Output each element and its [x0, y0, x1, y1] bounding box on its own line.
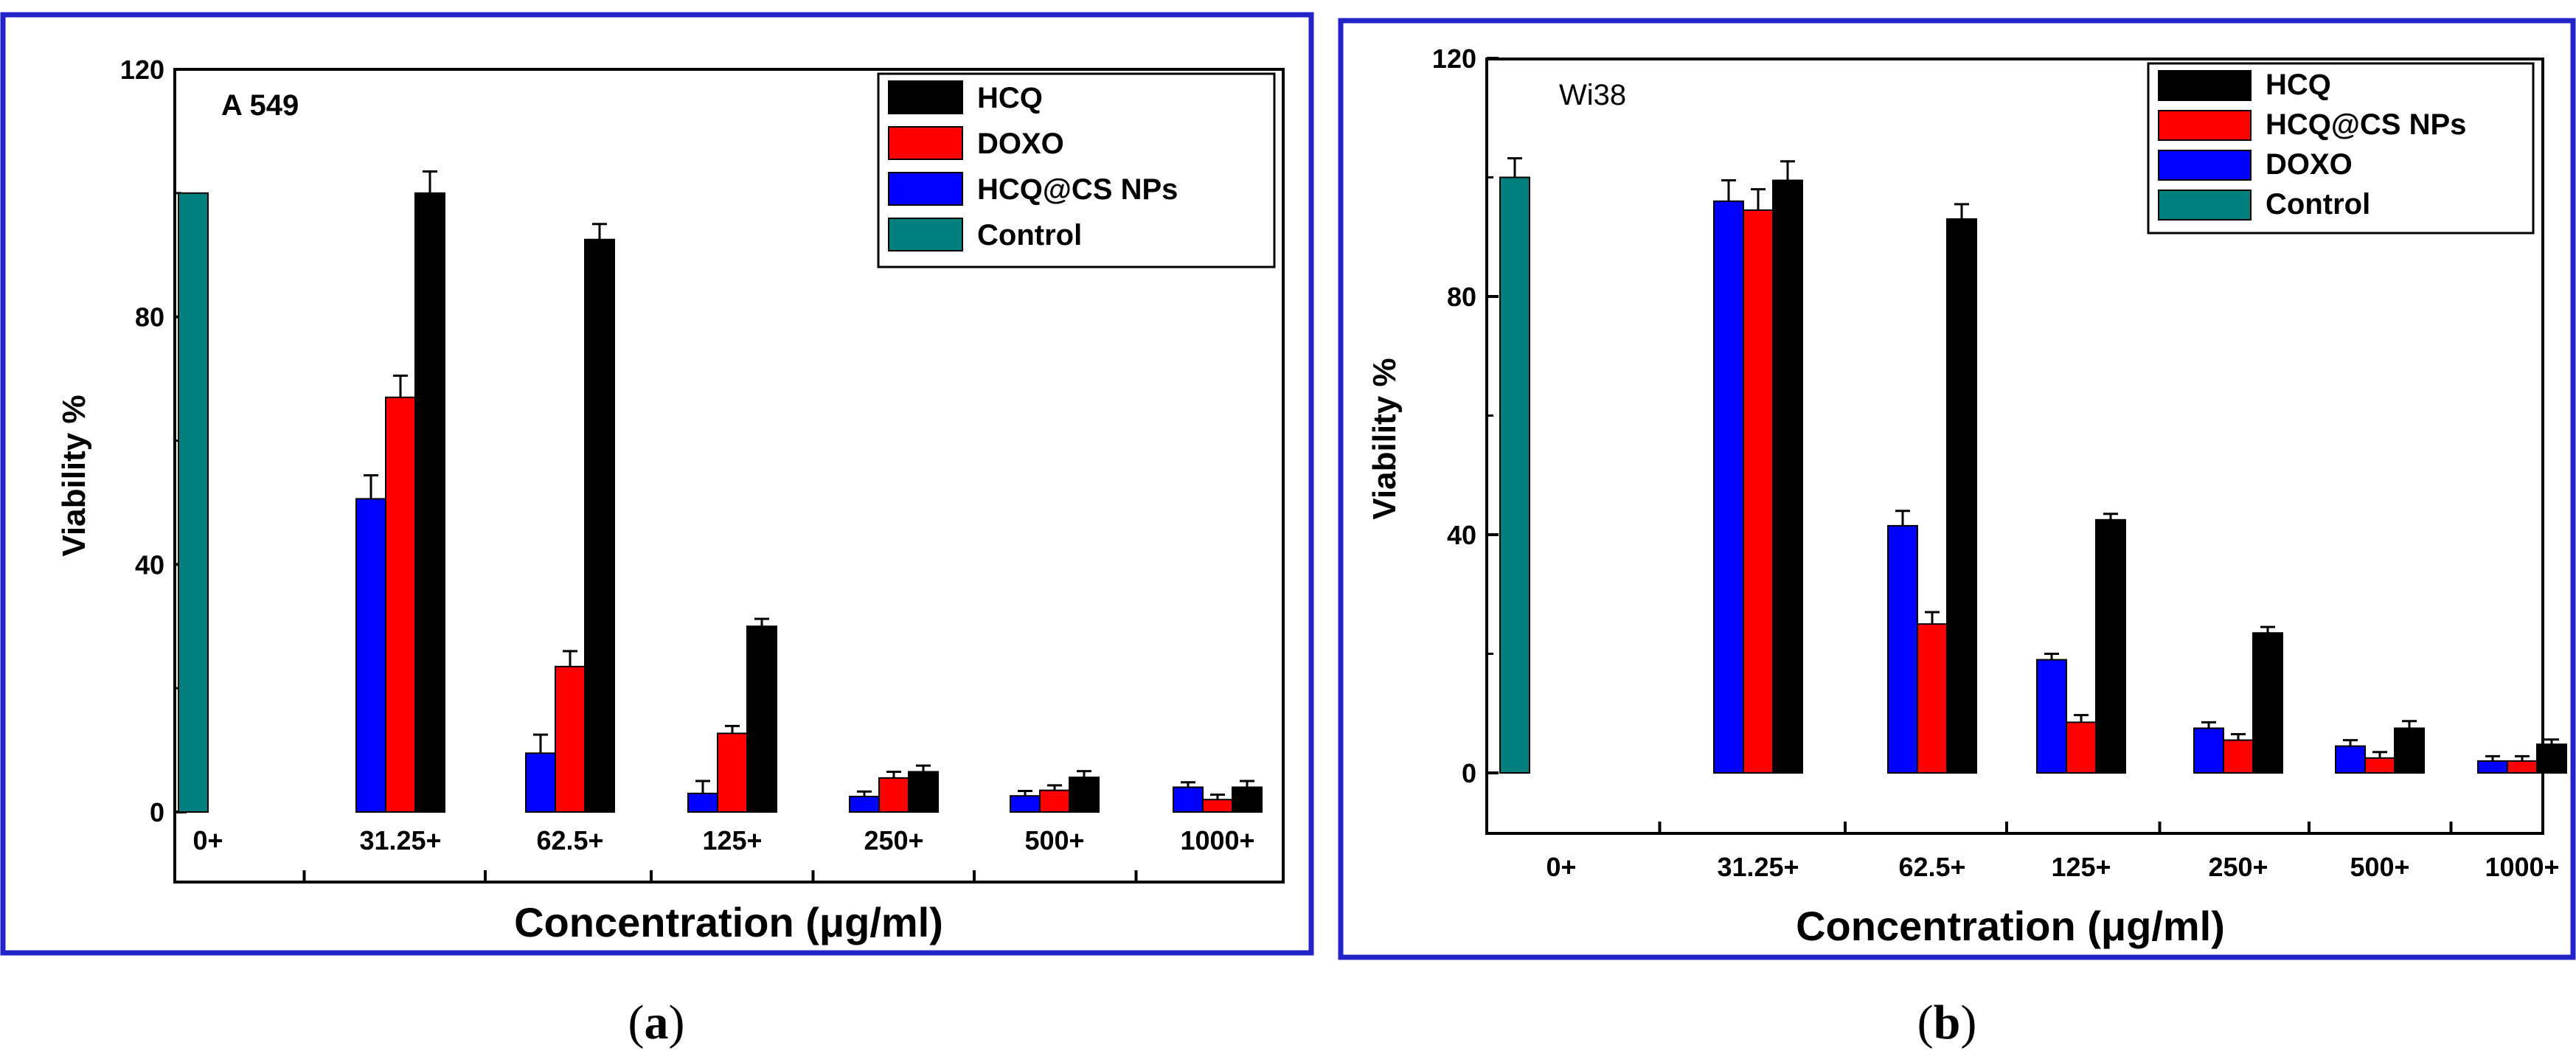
legend-swatch-doxo: [888, 126, 963, 160]
bar-hcq-250: [908, 771, 939, 813]
bar-doxo-500: [2335, 745, 2366, 774]
panel-b-caption: (b): [1917, 996, 1977, 1049]
x-tick-label: 31.25+: [1717, 852, 1799, 882]
x-tick-label: 500+: [2350, 852, 2409, 882]
legend-label: HCQ: [977, 82, 1043, 114]
bar-doxo-62.5: [1887, 524, 1918, 774]
bar-hcq-500: [1069, 777, 1100, 813]
legend-swatch-control: [2158, 190, 2252, 221]
bar-hcq-125: [746, 625, 777, 813]
bar-doxo-1000: [1202, 799, 1233, 813]
bar-hcq-cs-nps-62.5: [1917, 623, 1948, 774]
bar-hcq-cs-nps-125: [2066, 721, 2097, 774]
bar-hcq-cs-nps-125: [687, 792, 718, 813]
bar-hcq-cs-nps-31.25: [355, 498, 386, 813]
y-axis-label-a: Viability %: [56, 395, 92, 556]
y-tick-label: 40: [1447, 520, 1476, 550]
y-tick-label: 80: [135, 302, 164, 333]
y-tick-label: 80: [1447, 282, 1476, 312]
bar-hcq-62.5: [584, 238, 615, 813]
legend-swatch-hcq-cs-nps: [2158, 110, 2252, 141]
bar-hcq-250: [2252, 632, 2283, 774]
bar-hcq-cs-nps-250: [2223, 739, 2254, 774]
x-tick-label: 31.25+: [359, 825, 441, 856]
bar-hcq-1000: [1232, 786, 1263, 813]
legend-swatch-hcq: [2158, 70, 2252, 101]
bar-hcq-500: [2394, 727, 2425, 774]
x-tick-label: 250+: [864, 825, 923, 856]
x-axis-label-b: Concentration (μg/ml): [1796, 903, 2225, 949]
bar-hcq-125: [2095, 518, 2126, 774]
bar-doxo-250: [2193, 727, 2224, 774]
x-tick-label: 1000+: [2485, 852, 2559, 882]
bar-hcq-cs-nps-500: [2364, 757, 2395, 774]
bar-doxo-1000: [2477, 760, 2508, 774]
bar-hcq-cs-nps-31.25: [1743, 209, 1774, 774]
legend-label: Control: [977, 219, 1082, 251]
y-tick-label: 0: [150, 797, 164, 827]
plot-area-b: [1485, 58, 2544, 835]
bar-hcq-cs-nps-500: [1010, 795, 1041, 813]
bar-hcq-1000: [2536, 743, 2567, 774]
legend-swatch-control: [888, 218, 963, 251]
legend-swatch-hcq: [888, 80, 963, 114]
bar-hcq-62.5: [1946, 218, 1977, 774]
legend-label: HCQ: [2266, 69, 2331, 101]
y-tick-label: 120: [1432, 44, 1476, 74]
bar-hcq-cs-nps-1000: [1173, 786, 1204, 813]
bar-doxo-125: [2036, 659, 2067, 774]
x-tick-label: 125+: [702, 825, 762, 856]
bar-doxo-31.25: [1713, 200, 1744, 774]
bar-control-0: [178, 192, 209, 813]
x-tick-label: 250+: [2208, 852, 2268, 882]
legend-label: HCQ@CS NPs: [2266, 108, 2466, 141]
x-tick-label: 62.5+: [1898, 852, 1965, 882]
plot-area-a: [173, 68, 1285, 884]
bar-doxo-31.25: [385, 396, 416, 813]
legend-label: DOXO: [977, 128, 1064, 160]
legend-label: HCQ@CS NPs: [977, 173, 1178, 206]
panel-b: 0 40 80 120 0+ 31.25+ 62.5+ 125+ 250+ 500+ 1000+ W…: [1338, 18, 2576, 1049]
bar-hcq-31.25: [414, 192, 445, 813]
panel-a-frame: [0, 12, 1314, 956]
x-tick-label: 125+: [2051, 852, 2111, 882]
y-tick-label: 0: [1462, 758, 1476, 788]
bar-doxo-62.5: [555, 665, 586, 813]
y-tick-label: 40: [135, 549, 164, 580]
x-tick-label: 62.5+: [536, 825, 603, 856]
legend-label: Control: [2266, 188, 2370, 221]
panel-a: 0 40 80 120 0+ 31.25+ 62.5+ 125+ 250+ 500+ 1000+ A…: [0, 12, 1314, 1049]
bar-hcq-cs-nps-1000: [2507, 760, 2538, 774]
bar-hcq-cs-nps-250: [849, 796, 880, 813]
panel-b-title: Wi38: [1559, 79, 1626, 111]
bar-hcq-31.25: [1772, 179, 1803, 774]
legend-swatch-doxo: [2158, 150, 2252, 181]
bar-doxo-500: [1039, 789, 1070, 813]
x-axis-label-a: Concentration (μg/ml): [514, 899, 943, 945]
x-tick-label: 0+: [192, 825, 223, 856]
y-axis-label-b: Viability %: [1367, 358, 1403, 519]
panel-a-caption: (a): [628, 996, 685, 1049]
bar-hcq-cs-nps-62.5: [525, 752, 556, 813]
legend-b: HCQ HCQ@CS NPs DOXO Control: [2147, 62, 2535, 235]
y-tick-label: 120: [120, 55, 164, 85]
legend-a: HCQ DOXO HCQ@CS NPs Control: [877, 72, 1276, 268]
x-tick-label: 0+: [1546, 852, 1576, 882]
bar-doxo-250: [878, 777, 909, 813]
panel-a-title: A 549: [221, 89, 299, 122]
x-tick-label: 1000+: [1180, 825, 1254, 856]
panel-b-frame: [1338, 18, 2576, 960]
legend-swatch-hcq-cs-nps: [888, 172, 963, 206]
legend-label: DOXO: [2266, 148, 2353, 181]
bar-doxo-125: [717, 732, 748, 813]
bar-control-0: [1499, 176, 1530, 774]
x-tick-label: 500+: [1024, 825, 1084, 856]
